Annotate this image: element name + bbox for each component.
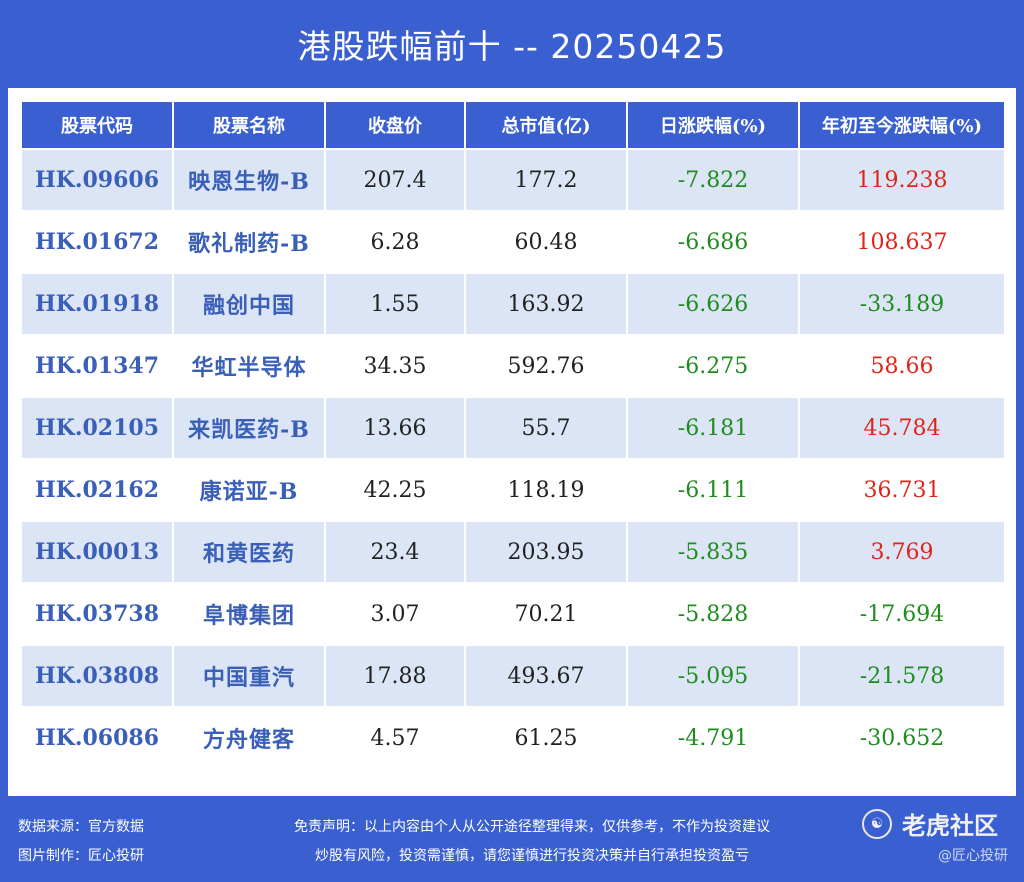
brand-watermark: ☯ 老虎社区	[862, 806, 998, 841]
stock-name-cell: 融创中国	[172, 272, 326, 336]
market-cap-cell: 163.92	[464, 272, 628, 336]
stock-code-cell: HK.06086	[20, 706, 174, 770]
stock-code-cell: HK.01347	[20, 334, 174, 398]
day-change-cell: -7.822	[626, 148, 800, 212]
stock-code-cell: HK.01918	[20, 272, 174, 336]
day-change-cell: -6.111	[626, 458, 800, 522]
ytd-change-cell: 3.769	[798, 520, 1006, 584]
stock-name-cell: 华虹半导体	[172, 334, 326, 398]
close-price-cell: 17.88	[324, 644, 466, 708]
day-change-cell: -5.828	[626, 582, 800, 646]
close-price-cell: 3.07	[324, 582, 466, 646]
close-price-cell: 13.66	[324, 396, 466, 460]
footer: 数据来源：官方数据 图片制作：匠心投研 免责声明：以上内容由个人从公开途径整理得…	[0, 796, 1024, 882]
market-cap-cell: 61.25	[464, 706, 628, 770]
day-change-cell: -4.791	[626, 706, 800, 770]
table-row: HK.03738 阜博集团 3.07 70.21 -5.828 -17.694	[20, 582, 1006, 646]
market-cap-cell: 118.19	[464, 458, 628, 522]
market-cap-cell: 60.48	[464, 210, 628, 274]
close-price-cell: 207.4	[324, 148, 466, 212]
table-row: HK.01672 歌礼制药-B 6.28 60.48 -6.686 108.637	[20, 210, 1006, 274]
close-price-cell: 23.4	[324, 520, 466, 584]
day-change-cell: -6.275	[626, 334, 800, 398]
image-maker: 图片制作：匠心投研	[18, 848, 144, 864]
day-change-cell: -6.686	[626, 210, 800, 274]
data-source: 数据来源：官方数据	[18, 819, 144, 835]
close-price-cell: 6.28	[324, 210, 466, 274]
header-row: 股票代码 股票名称 收盘价 总市值(亿) 日涨跌幅(%) 年初至今涨跌幅(%)	[20, 100, 1006, 150]
day-change-cell: -5.835	[626, 520, 800, 584]
table-row: HK.02105 来凯医药-B 13.66 55.7 -6.181 45.784	[20, 396, 1006, 460]
stock-code-cell: HK.09606	[20, 148, 174, 212]
header-name: 股票名称	[172, 100, 326, 150]
stock-code-cell: HK.02162	[20, 458, 174, 522]
stock-name-cell: 歌礼制药-B	[172, 210, 326, 274]
stock-name-cell: 和黄医药	[172, 520, 326, 584]
close-price-cell: 42.25	[324, 458, 466, 522]
close-price-cell: 1.55	[324, 272, 466, 336]
tiger-logo-icon: ☯	[862, 808, 892, 839]
stock-table: 股票代码 股票名称 收盘价 总市值(亿) 日涨跌幅(%) 年初至今涨跌幅(%) …	[20, 100, 1006, 770]
stock-name-cell: 阜博集团	[172, 582, 326, 646]
market-cap-cell: 203.95	[464, 520, 628, 584]
brand-name: 老虎社区	[902, 812, 998, 840]
day-change-cell: -6.181	[626, 396, 800, 460]
author-handle: @匠心投研	[938, 848, 1008, 864]
table-row: HK.06086 方舟健客 4.57 61.25 -4.791 -30.652	[20, 706, 1006, 770]
ytd-change-cell: -33.189	[798, 272, 1006, 336]
market-cap-cell: 177.2	[464, 148, 628, 212]
market-cap-cell: 493.67	[464, 644, 628, 708]
table-row: HK.02162 康诺亚-B 42.25 118.19 -6.111 36.731	[20, 458, 1006, 522]
table-row: HK.01918 融创中国 1.55 163.92 -6.626 -33.189	[20, 272, 1006, 336]
table-panel: 股票代码 股票名称 收盘价 总市值(亿) 日涨跌幅(%) 年初至今涨跌幅(%) …	[8, 88, 1016, 796]
table-row: HK.00013 和黄医药 23.4 203.95 -5.835 3.769	[20, 520, 1006, 584]
market-cap-cell: 592.76	[464, 334, 628, 398]
day-change-cell: -6.626	[626, 272, 800, 336]
stock-name-cell: 来凯医药-B	[172, 396, 326, 460]
close-price-cell: 34.35	[324, 334, 466, 398]
ytd-change-cell: 45.784	[798, 396, 1006, 460]
stock-code-cell: HK.03808	[20, 644, 174, 708]
ytd-change-cell: 36.731	[798, 458, 1006, 522]
stock-name-cell: 方舟健客	[172, 706, 326, 770]
day-change-cell: -5.095	[626, 644, 800, 708]
ytd-change-cell: -17.694	[798, 582, 1006, 646]
header-close: 收盘价	[324, 100, 466, 150]
stock-code-cell: HK.01672	[20, 210, 174, 274]
market-cap-cell: 70.21	[464, 582, 628, 646]
table-row: HK.09606 映恩生物-B 207.4 177.2 -7.822 119.238	[20, 148, 1006, 212]
header-market-cap: 总市值(亿)	[464, 100, 628, 150]
header-ytd-change: 年初至今涨跌幅(%)	[798, 100, 1006, 150]
market-cap-cell: 55.7	[464, 396, 628, 460]
header-code: 股票代码	[20, 100, 174, 150]
table-row: HK.01347 华虹半导体 34.35 592.76 -6.275 58.66	[20, 334, 1006, 398]
stock-code-cell: HK.02105	[20, 396, 174, 460]
stock-name-cell: 中国重汽	[172, 644, 326, 708]
table-row: HK.03808 中国重汽 17.88 493.67 -5.095 -21.578	[20, 644, 1006, 708]
stock-code-cell: HK.00013	[20, 520, 174, 584]
close-price-cell: 4.57	[324, 706, 466, 770]
header-day-change: 日涨跌幅(%)	[626, 100, 800, 150]
ytd-change-cell: 108.637	[798, 210, 1006, 274]
stock-name-cell: 映恩生物-B	[172, 148, 326, 212]
ytd-change-cell: 119.238	[798, 148, 1006, 212]
disclaimer-line-1: 免责声明：以上内容由个人从公开途径整理得来，仅供参考，不作为投资建议	[294, 819, 770, 835]
stock-name-cell: 康诺亚-B	[172, 458, 326, 522]
disclaimer-line-2: 炒股有风险，投资需谨慎，请您谨慎进行投资决策并自行承担投资盈亏	[315, 848, 749, 864]
ytd-change-cell: 58.66	[798, 334, 1006, 398]
ytd-change-cell: -21.578	[798, 644, 1006, 708]
stock-code-cell: HK.03738	[20, 582, 174, 646]
ytd-change-cell: -30.652	[798, 706, 1006, 770]
page-title: 港股跌幅前十 -- 20250425	[297, 27, 727, 66]
